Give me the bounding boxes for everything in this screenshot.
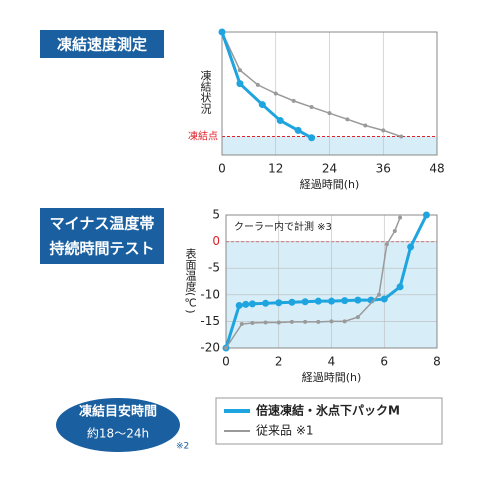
data-point (248, 300, 256, 308)
data-point (316, 319, 321, 324)
y-tick-label: -5 (208, 261, 220, 275)
data-point (363, 123, 368, 128)
data-point (242, 300, 250, 308)
data-point (218, 28, 226, 36)
x-tick-label: 2 (275, 355, 283, 369)
data-point (399, 134, 404, 139)
y-axis-label: 凍結状況 (199, 70, 212, 115)
data-point (341, 297, 349, 305)
data-point (255, 82, 260, 87)
data-point (250, 320, 255, 325)
badge (56, 398, 180, 452)
x-tick-label: 4 (328, 355, 336, 369)
data-point (392, 228, 397, 233)
data-point (345, 117, 350, 122)
data-point (301, 298, 309, 306)
title-badge (40, 30, 164, 58)
data-point (314, 297, 322, 305)
data-point (380, 295, 388, 303)
chart-title: 持続時間テスト (49, 240, 154, 258)
legend (215, 397, 443, 445)
y-tick-label: -20 (200, 341, 220, 355)
x-tick-label: 0 (222, 355, 230, 369)
data-point (396, 283, 404, 291)
data-point (327, 111, 332, 116)
x-tick-label: 48 (429, 162, 444, 176)
y-tick-label: -10 (200, 287, 220, 301)
legend-label: 従来品 ※1 (256, 424, 314, 438)
data-point (273, 91, 278, 96)
badge-title: 凍結目安時間 (79, 404, 157, 420)
annotation: クーラー内で計測 ※3 (234, 220, 332, 233)
x-tick-label: 36 (376, 162, 391, 176)
data-point (303, 319, 308, 324)
legend-label: 倍速凍結・氷点下パックM (256, 403, 400, 418)
data-point (276, 320, 281, 325)
chart-title: マイナス温度帯 (50, 215, 155, 233)
data-point (407, 243, 415, 251)
data-point (294, 126, 302, 134)
data-point (289, 319, 294, 324)
data-point (328, 297, 335, 305)
data-point (275, 299, 283, 307)
chart-title: 凍結速度測定 (57, 36, 147, 54)
data-point (235, 301, 243, 309)
data-point (422, 211, 430, 219)
y-tick-label: 5 (212, 208, 220, 222)
plot-frame (221, 31, 438, 156)
title-badge (40, 208, 164, 264)
data-point (291, 98, 296, 103)
x-axis-label: 経過時間(h) (302, 371, 362, 384)
badge-time: 約18〜24h (87, 426, 149, 441)
y-tick-label: 0 (212, 234, 220, 248)
badge-note: ※2 (176, 442, 189, 452)
data-point (381, 128, 386, 133)
data-point (376, 292, 381, 297)
data-point (224, 346, 228, 350)
data-point (288, 298, 296, 306)
data-point (262, 299, 270, 307)
data-point (342, 319, 347, 324)
threshold-label: 凍結点 (188, 130, 218, 143)
data-point (258, 101, 266, 109)
data-point (309, 105, 314, 110)
data-point (263, 320, 268, 325)
x-axis-label: 経過時間(h) (300, 178, 360, 191)
data-point (398, 215, 403, 220)
x-tick-label: 0 (218, 162, 226, 176)
data-point (329, 319, 334, 324)
x-tick-label: 12 (268, 162, 283, 176)
y-axis-label: 表面温度(℃) (184, 247, 197, 314)
x-tick-label: 24 (322, 162, 337, 176)
data-point (276, 117, 284, 125)
x-tick-label: 8 (433, 355, 441, 369)
data-point (239, 322, 244, 327)
plot-frame (225, 214, 438, 349)
y-tick-label: -15 (200, 314, 220, 328)
data-point (384, 242, 389, 247)
data-point (237, 68, 242, 73)
data-point (236, 80, 244, 88)
data-point (354, 296, 362, 304)
data-point (355, 315, 360, 320)
x-tick-label: 6 (380, 355, 388, 369)
data-point (308, 134, 316, 142)
